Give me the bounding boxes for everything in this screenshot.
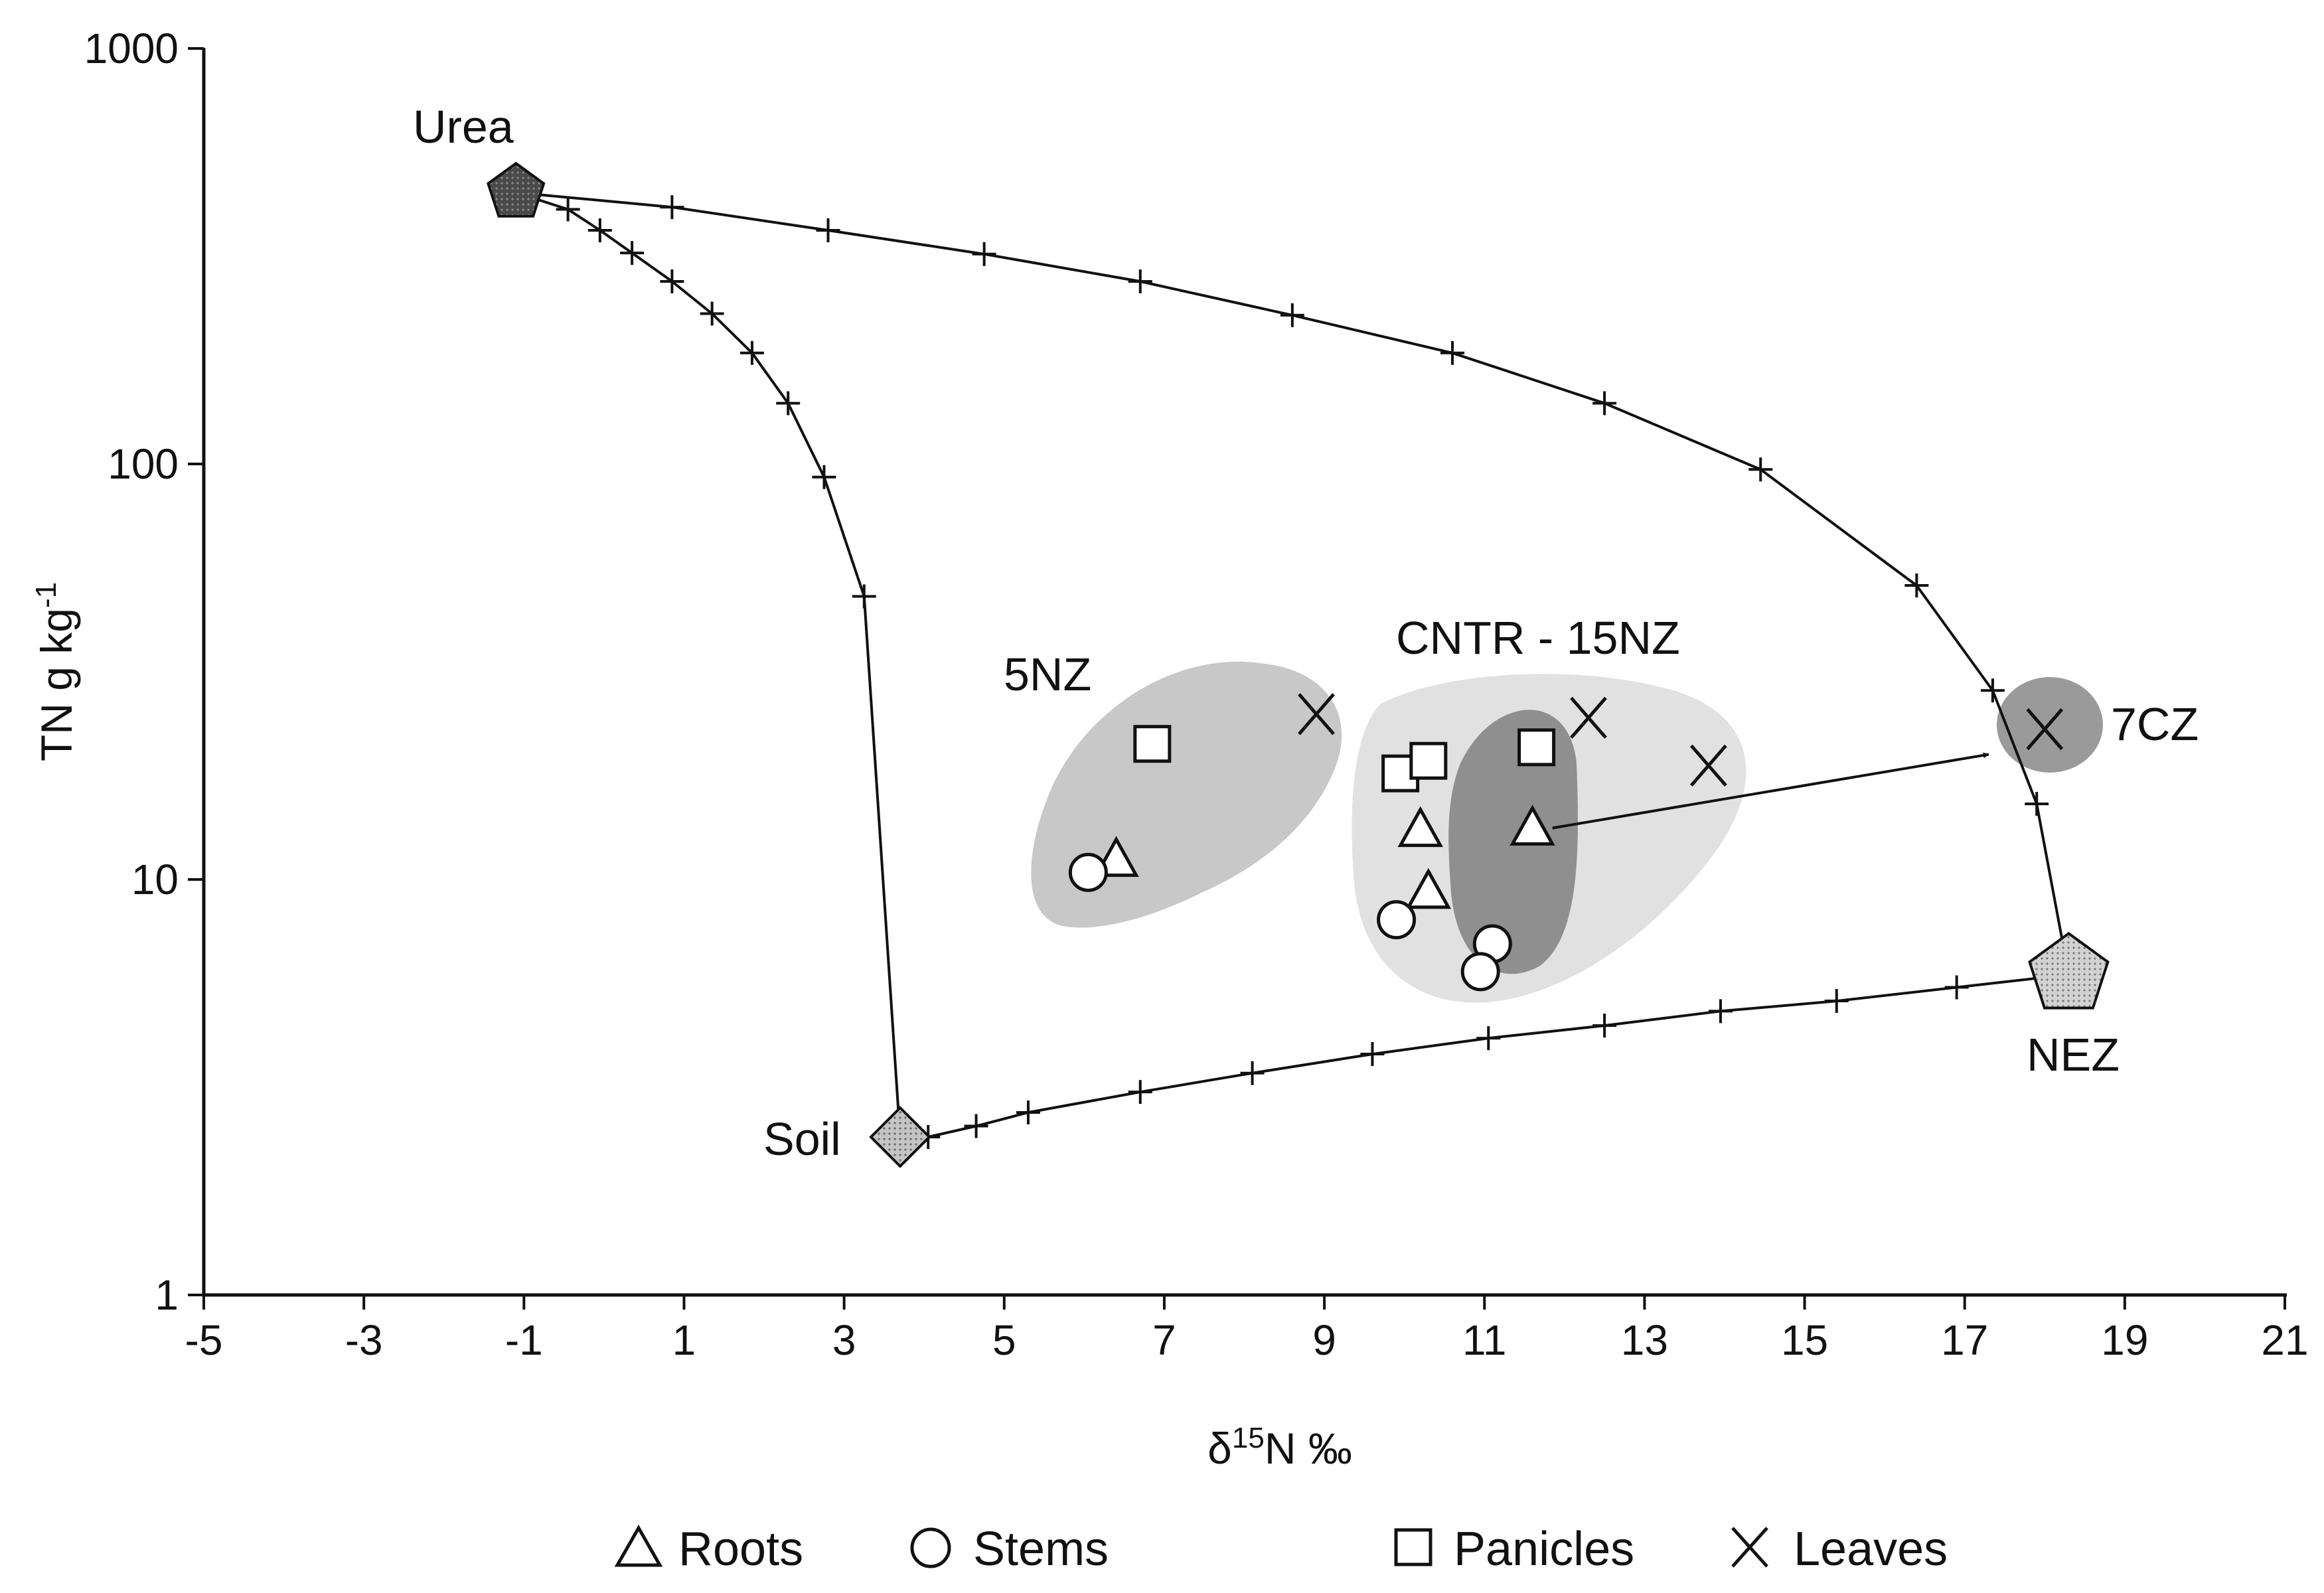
- mixing-tick: [1980, 678, 2005, 703]
- y-tick-label: 100: [108, 440, 179, 488]
- legend-triangle-icon: [614, 1524, 663, 1567]
- point-leaves: [2026, 708, 2064, 751]
- legend-x-icon: [1731, 1527, 1768, 1568]
- x-tick-label: 19: [2101, 1316, 2148, 1364]
- legend-item-leaves: Leaves: [1731, 1523, 1948, 1576]
- mixing-tick: [1944, 975, 1969, 1000]
- mixing-tick: [1280, 303, 1304, 327]
- x-tick-label: -1: [505, 1316, 543, 1364]
- point-leaves: [1298, 693, 1335, 735]
- y-axis-ticks: 1 10 100 1000: [84, 25, 204, 1319]
- point-roots: [1405, 868, 1452, 909]
- legend-label-stems: Stems: [973, 1523, 1109, 1576]
- mixing-tick: [1440, 341, 1464, 365]
- label-urea: Urea: [413, 101, 514, 153]
- point-stems: [1068, 852, 1108, 892]
- mixing-tick: [1708, 999, 1733, 1024]
- y-tick-label: 1: [155, 1271, 179, 1319]
- end-member-labels: Urea NEZ Soil: [413, 101, 2120, 1165]
- point-leaves: [1570, 696, 1607, 739]
- mixing-tick: [739, 341, 764, 365]
- mixing-tick: [1824, 989, 1849, 1014]
- x-tick-label: 13: [1621, 1316, 1668, 1364]
- data-markers: [1068, 693, 2064, 992]
- label-5nz: 5NZ: [1004, 648, 1091, 700]
- mixing-tick: [852, 584, 876, 609]
- mixing-line-urea-soil: [515, 191, 901, 1138]
- legend-square-icon: [1394, 1528, 1433, 1566]
- label-nez: NEZ: [2027, 1029, 2120, 1081]
- mixing-tick: [700, 301, 724, 326]
- mixing-tick: [816, 218, 840, 243]
- mixing-tick: [1016, 1100, 1040, 1124]
- point-panicles: [1517, 728, 1556, 767]
- x-axis-title: δ15N ‰: [1207, 1422, 1352, 1473]
- mixing-line-ticks: [556, 195, 2049, 1149]
- x-tick-label: 15: [1781, 1316, 1828, 1364]
- label-cntr-15nz: CNTR - 15NZ: [1396, 612, 1680, 664]
- label-soil: Soil: [763, 1113, 841, 1165]
- legend-label-leaves: Leaves: [1794, 1523, 1948, 1576]
- legend-item-panicles: Panicles: [1394, 1523, 1634, 1576]
- legend-label-roots: Roots: [678, 1523, 803, 1576]
- mixing-tick: [1128, 1080, 1152, 1104]
- point-panicles: [1133, 725, 1172, 763]
- mixing-tick: [972, 242, 996, 266]
- end-members: [487, 161, 2110, 1168]
- mixing-tick: [1904, 573, 1929, 598]
- x-tick-label: -3: [345, 1316, 383, 1364]
- group-labels: 5NZ CNTR - 15NZ 7CZ: [1004, 612, 2199, 750]
- mixing-tick: [1240, 1061, 1265, 1085]
- mixing-tick: [1592, 1014, 1617, 1038]
- mixing-tick: [660, 269, 684, 293]
- x-tick-label: 5: [992, 1316, 1016, 1364]
- mixing-tick: [964, 1114, 988, 1138]
- point-stems: [1377, 900, 1417, 940]
- group-regions: [1031, 661, 2103, 1003]
- mixing-tick: [620, 241, 645, 266]
- mixing-tick: [1360, 1042, 1385, 1067]
- mixing-tick: [1592, 391, 1617, 416]
- end-member-soil: [869, 1106, 931, 1168]
- x-tick-label: 17: [1941, 1316, 1988, 1364]
- mixing-tick: [776, 391, 801, 416]
- mixing-tick: [1128, 269, 1152, 293]
- x-tick-label: 11: [1462, 1316, 1506, 1364]
- label-7cz: 7CZ: [2111, 698, 2199, 750]
- mixing-tick: [812, 465, 836, 489]
- y-tick-label: 1000: [84, 25, 179, 72]
- y-tick-label: 10: [131, 856, 179, 903]
- legend-item-stems: Stems: [910, 1523, 1109, 1576]
- x-tick-label: 3: [832, 1316, 856, 1364]
- x-axis-ticks: -5 -3 -1 1 3 5 7 9 11 13 15 17 19 21: [185, 1295, 2309, 1364]
- point-leaves: [1689, 744, 1727, 787]
- end-member-urea: [487, 161, 546, 218]
- point-roots: [1397, 806, 1444, 848]
- mixing-tick: [1476, 1026, 1501, 1051]
- point-panicles: [1409, 741, 1448, 780]
- mixing-tick: [2025, 792, 2049, 816]
- shift-arrow: [1552, 752, 1989, 830]
- mixing-tick: [660, 195, 684, 220]
- x-tick-label: 9: [1312, 1316, 1336, 1364]
- legend-item-roots: Roots: [614, 1523, 803, 1576]
- x-tick-label: -5: [185, 1316, 223, 1364]
- legend: Roots Stems Panicles Leaves: [614, 1523, 1948, 1576]
- x-tick-label: 1: [672, 1316, 696, 1364]
- mixing-tick: [556, 197, 580, 222]
- legend-circle-icon: [910, 1527, 951, 1568]
- end-member-nez: [2028, 931, 2110, 1010]
- legend-label-panicles: Panicles: [1454, 1523, 1634, 1576]
- mixing-tick: [1748, 457, 1773, 482]
- point-stems: [1460, 952, 1500, 992]
- x-tick-label: 7: [1152, 1316, 1176, 1364]
- point-roots: [1510, 804, 1555, 846]
- mixing-tick: [587, 218, 612, 243]
- x-tick-label: 21: [2261, 1316, 2308, 1364]
- y-axis-title: TN g kg-1: [30, 582, 81, 761]
